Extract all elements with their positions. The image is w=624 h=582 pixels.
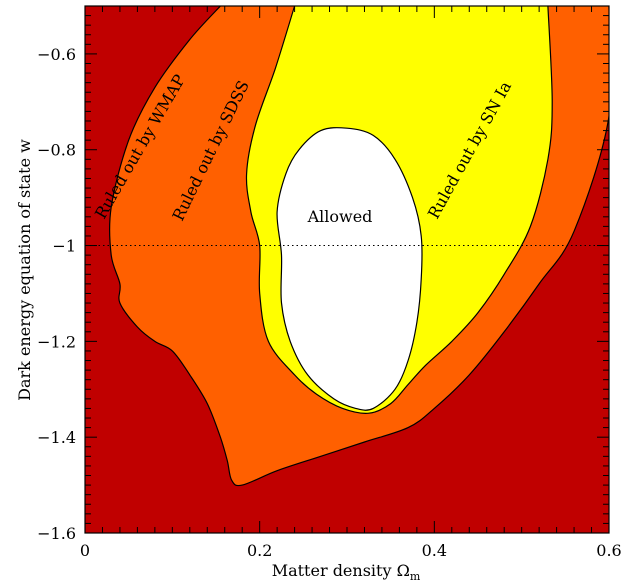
plot-frame <box>84 5 610 534</box>
x-axis-title: Matter density Ωm <box>272 561 421 582</box>
y-tick-label: −1.2 <box>37 332 76 351</box>
y-tick-label: −1.6 <box>37 524 76 543</box>
y-tick-label: −1 <box>52 237 76 256</box>
y-axis-title: Dark energy equation of state w <box>15 139 34 401</box>
axis-tick-labels: 0 0.2 0.4 0.6 −1.6 −1.4 −1.2 −1 −0.8 −0.6 <box>37 45 622 560</box>
y-tick-label: −0.8 <box>37 141 76 160</box>
x-tick-label: 0.2 <box>247 541 272 560</box>
y-tick-label: −1.4 <box>37 428 76 447</box>
x-tick-label: 0 <box>80 541 90 560</box>
plot-area <box>85 6 609 533</box>
x-axis-title-main: Matter density Ω <box>272 561 410 580</box>
allowed-region <box>276 127 423 411</box>
y-tick-label: −0.6 <box>37 45 76 64</box>
x-axis-title-subscript: m <box>410 570 421 582</box>
allowed-region-label: Allowed <box>307 207 373 226</box>
x-tick-label: 0.4 <box>422 541 447 560</box>
x-tick-label: 0.6 <box>596 541 621 560</box>
